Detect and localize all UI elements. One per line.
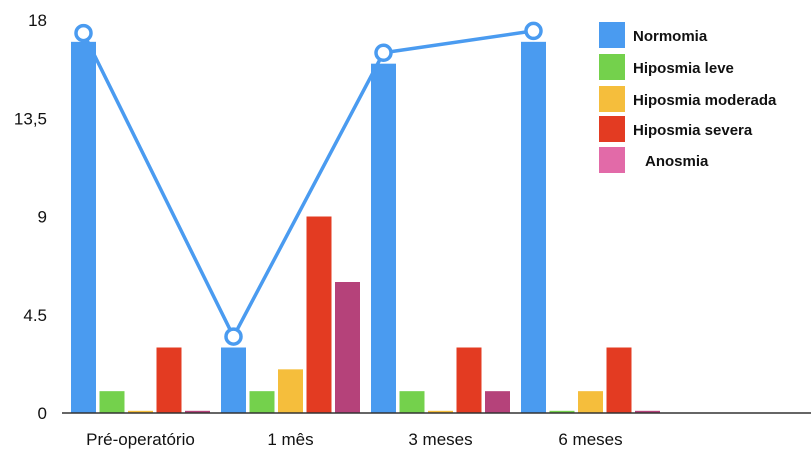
y-tick-label: 18 bbox=[28, 11, 47, 30]
line-point bbox=[74, 23, 93, 43]
bar bbox=[428, 410, 453, 413]
legend-swatch bbox=[599, 116, 625, 142]
x-tick-label: 6 meses bbox=[558, 430, 622, 449]
bar bbox=[456, 347, 482, 413]
bar bbox=[635, 410, 660, 413]
legend-label: Hiposmia severa bbox=[633, 122, 753, 139]
legend-swatch bbox=[599, 54, 625, 80]
bar bbox=[156, 347, 182, 413]
normomia-trend-line bbox=[74, 21, 543, 346]
x-tick-label: 3 meses bbox=[408, 430, 472, 449]
trend-line bbox=[81, 29, 534, 339]
bar bbox=[71, 41, 96, 413]
legend-label: Hiposmia leve bbox=[633, 60, 734, 77]
y-tick-label: 0 bbox=[38, 404, 47, 423]
bar bbox=[335, 282, 360, 413]
bar bbox=[99, 391, 125, 413]
legend-label: Hiposmia moderada bbox=[633, 92, 777, 109]
bar bbox=[399, 391, 425, 413]
legend-swatch bbox=[599, 147, 625, 173]
bar bbox=[606, 347, 632, 413]
bar bbox=[221, 347, 246, 413]
bar bbox=[278, 369, 303, 413]
bar bbox=[485, 391, 510, 413]
x-axis-labels: Pré-operatório 1 mês 3 meses 6 meses bbox=[86, 430, 622, 449]
y-tick-label: 9 bbox=[38, 208, 47, 227]
bar bbox=[549, 410, 575, 413]
line-point bbox=[374, 43, 393, 62]
y-tick-label: 13,5 bbox=[14, 109, 47, 128]
bar bbox=[185, 410, 210, 413]
y-axis-labels: 0 4.5 9 13,5 18 bbox=[14, 11, 47, 423]
bar bbox=[128, 410, 153, 413]
bars bbox=[71, 41, 660, 414]
y-tick-label: 4.5 bbox=[23, 306, 47, 325]
legend-label: Normomia bbox=[633, 28, 708, 45]
bar bbox=[371, 63, 396, 414]
legend-swatch bbox=[599, 86, 625, 112]
line-point bbox=[224, 327, 243, 346]
legend-label: Anosmia bbox=[645, 153, 709, 170]
x-tick-label: Pré-operatório bbox=[86, 430, 195, 449]
bar bbox=[249, 391, 275, 413]
line-point bbox=[524, 21, 543, 41]
legend: Normomia Hiposmia leve Hiposmia moderada Hi… bbox=[595, 16, 811, 178]
bar bbox=[306, 216, 332, 413]
bar bbox=[521, 41, 546, 413]
bar bbox=[578, 391, 603, 413]
legend-swatch bbox=[599, 22, 625, 48]
x-tick-label: 1 mês bbox=[267, 430, 313, 449]
legend-background bbox=[595, 16, 811, 178]
